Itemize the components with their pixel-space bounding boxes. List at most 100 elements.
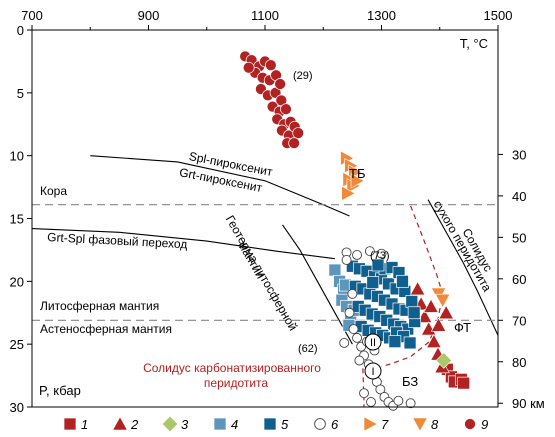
x-ticks: 700 900 1100 1300 1500 <box>21 8 512 30</box>
roman-i-circle <box>364 362 382 380</box>
x-tick-label: 900 <box>138 8 160 23</box>
point-series-6 <box>359 388 369 399</box>
x-tick-label: 1500 <box>484 8 513 23</box>
y-ticks: 0 5 10 15 20 25 30 <box>10 23 32 415</box>
legend: 1 2 3 4 5 6 7 8 9 <box>63 415 488 433</box>
y-tick-label: 5 <box>17 86 24 101</box>
lithospheric-mantle-label: Литосферная мантия <box>40 299 159 313</box>
point-series-1 <box>457 376 470 390</box>
point-series-2 <box>409 281 426 296</box>
legend-marker-5 <box>263 417 277 431</box>
point-series-6 <box>354 355 365 366</box>
pressure-axis-label: P, кбар <box>39 383 81 398</box>
line-spl-grt <box>90 155 350 217</box>
legend-marker-7 <box>363 416 378 432</box>
carb-solidus-label-line1: Солидус карбонатизированного <box>143 361 321 375</box>
y-tick-label: 25 <box>10 337 24 352</box>
depth-ticks: 30 40 50 60 70 80 90 км <box>498 147 545 411</box>
line-geotherm <box>282 224 353 345</box>
y-tick-label: 0 <box>17 23 24 38</box>
point-series-5 <box>366 276 380 289</box>
point-series-9 <box>242 61 255 74</box>
ft-label: ФТ <box>454 320 471 335</box>
legend-marker-1 <box>63 417 77 431</box>
y-tick-label: 30 <box>10 400 24 415</box>
point-series-6 <box>393 395 404 406</box>
legend-marker-4 <box>213 417 227 431</box>
legend-label-4: 4 <box>231 417 238 432</box>
point-series-5 <box>403 336 417 350</box>
legend-marker-3 <box>161 415 179 433</box>
point-series-6 <box>347 288 358 299</box>
legend-label-5: 5 <box>281 417 289 432</box>
point-series-6 <box>339 337 350 348</box>
depth-tick-label: 90 км <box>512 396 545 411</box>
legend-label-9: 9 <box>481 417 488 432</box>
point-series-5 <box>388 335 402 349</box>
x-tick-label: 1300 <box>367 8 396 23</box>
legend-label-1: 1 <box>81 417 88 432</box>
asthenospheric-mantle-label: Астеносферная мантия <box>40 322 172 336</box>
depth-tick-label: 60 <box>512 272 526 287</box>
depth-tick-label: 50 <box>512 230 526 245</box>
point-series-6 <box>375 384 386 395</box>
legend-label-8: 8 <box>431 417 439 432</box>
roman-ii-circle <box>364 333 382 351</box>
point-series-6 <box>366 397 376 407</box>
depth-tick-label: 30 <box>512 147 526 162</box>
point-series-9 <box>274 78 286 90</box>
crust-label: Кора <box>40 184 67 198</box>
roman-ii-label: II <box>370 337 376 349</box>
point-series-9 <box>280 103 292 116</box>
legend-label-7: 7 <box>381 417 389 432</box>
grt-spl-transition-label: Grt-Spl фазовый переход <box>47 230 188 251</box>
y-tick-label: 20 <box>10 274 24 289</box>
point-series-8 <box>434 293 451 309</box>
point-series-2 <box>426 333 442 348</box>
legend-label-2: 2 <box>130 417 139 432</box>
point-series-7 <box>350 173 365 189</box>
carb-solidus-label-line2: перидотита <box>204 376 269 390</box>
point-series-6 <box>352 332 362 343</box>
bz-label: БЗ <box>402 374 418 389</box>
x-tick-label: 700 <box>21 8 43 23</box>
point-series-6 <box>364 246 375 257</box>
point-series-2 <box>438 304 454 320</box>
x-tick-label: 1100 <box>251 8 279 23</box>
depth-tick-label: 40 <box>512 189 526 204</box>
y-tick-label: 15 <box>10 212 24 227</box>
legend-marker-2 <box>112 416 128 431</box>
legend-marker-8 <box>412 417 428 432</box>
legend-label-6: 6 <box>331 417 339 432</box>
count-62-label: (62) <box>298 343 318 355</box>
point-series-9 <box>288 137 300 149</box>
point-series-6 <box>348 324 359 335</box>
point-series-9 <box>292 127 305 139</box>
point-series-3 <box>435 352 453 369</box>
point-series-2 <box>423 298 439 313</box>
point-series-6 <box>376 248 387 259</box>
point-series-5 <box>371 258 385 272</box>
depth-tick-label: 70 <box>512 313 526 328</box>
point-series-7 <box>341 185 356 202</box>
y-tick-label: 10 <box>10 149 24 164</box>
temperature-axis-label: T, °C <box>460 36 488 51</box>
point-series-9 <box>264 59 277 72</box>
point-series-2 <box>430 317 447 332</box>
line-dry-solidus <box>427 199 499 336</box>
legend-label-3: 3 <box>181 417 189 432</box>
depth-tick-label: 80 <box>512 355 526 370</box>
count-73-label: (73) <box>370 250 390 262</box>
line-grt-spl <box>31 228 335 260</box>
point-series-5 <box>407 306 421 320</box>
point-series-6 <box>405 398 416 409</box>
roman-i-label: I <box>371 366 374 378</box>
point-series-5 <box>396 274 409 288</box>
data-points <box>239 50 470 411</box>
point-series-6 <box>341 255 352 265</box>
legend-marker-6 <box>314 418 326 430</box>
point-series-6 <box>344 307 355 318</box>
tb-label: ТБ <box>349 166 365 181</box>
legend-marker-9 <box>464 418 476 430</box>
